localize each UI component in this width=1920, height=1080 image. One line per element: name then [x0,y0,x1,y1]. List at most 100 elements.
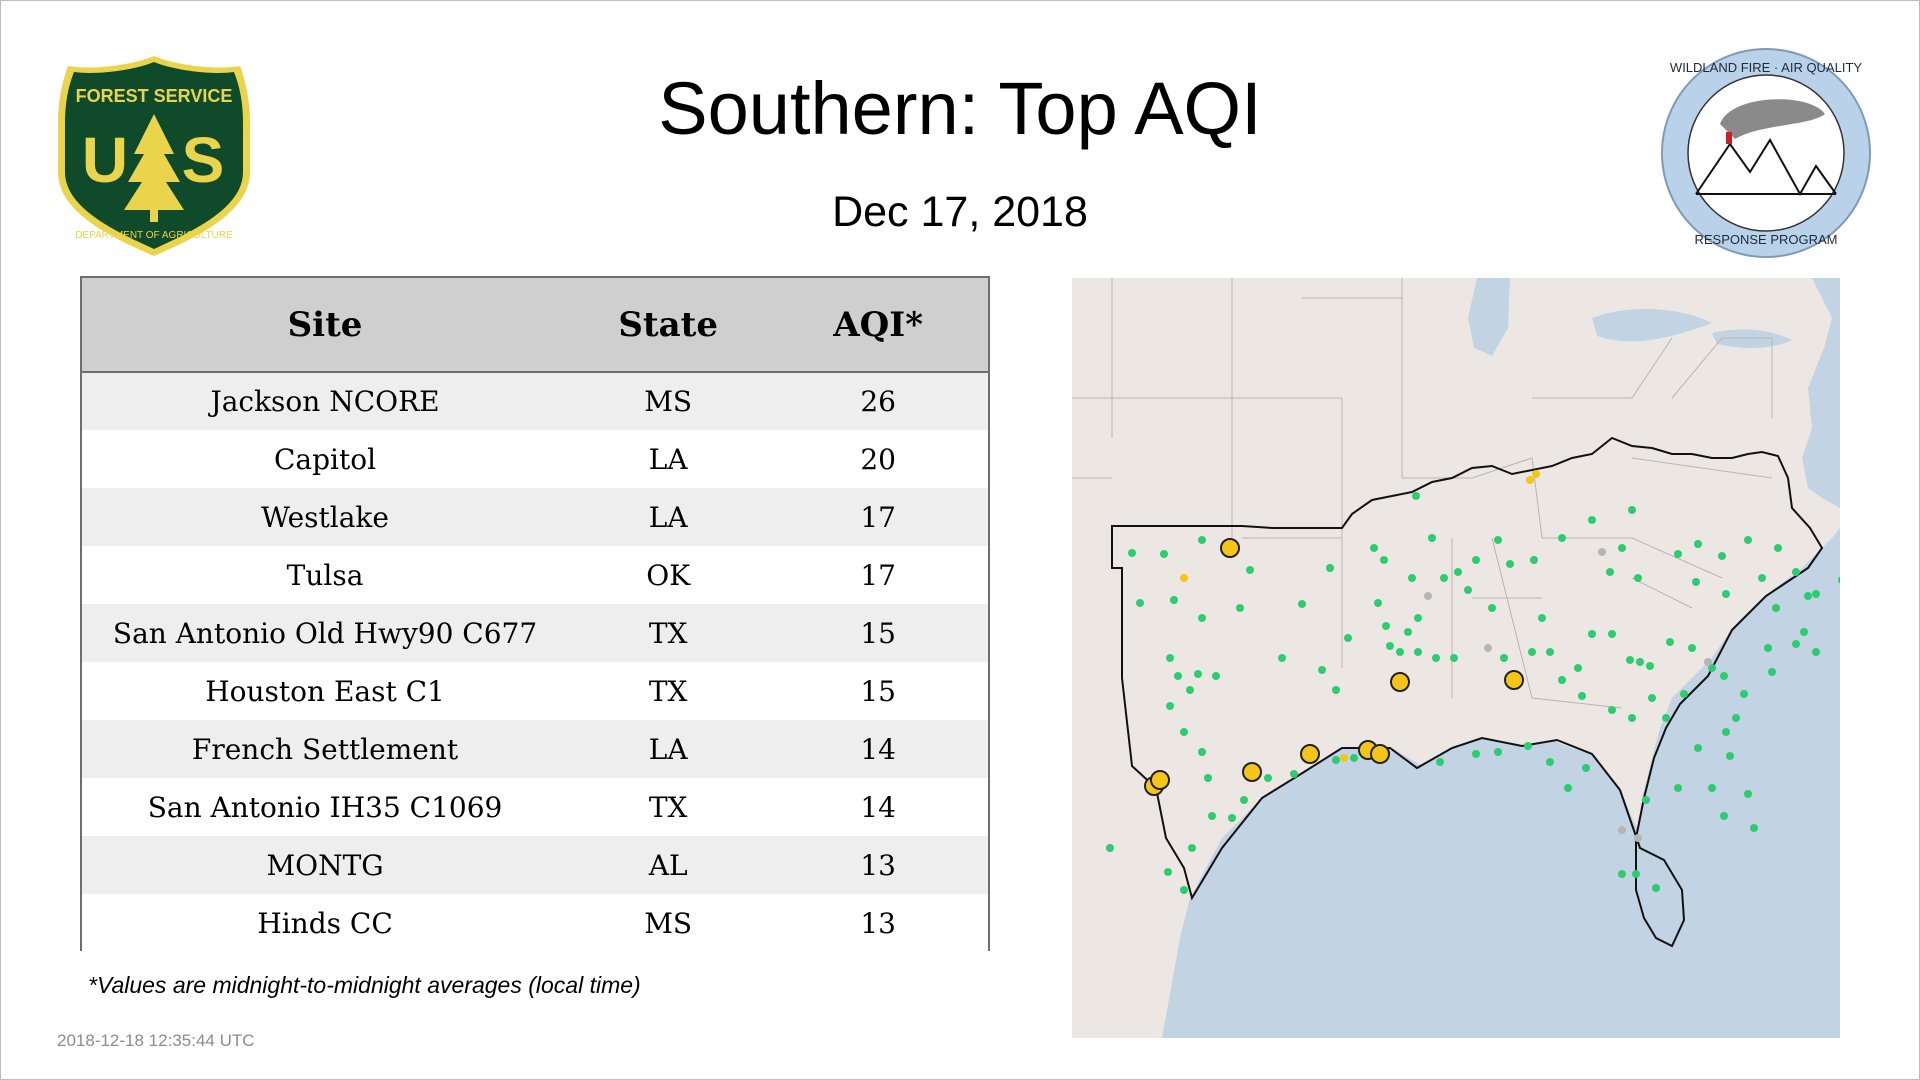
site-marker-moderate [1180,574,1188,582]
aqi-cell: 13 [860,848,896,882]
aqi-cell: 20 [860,442,896,476]
wildland-fire-air-quality-logo: WILDLAND FIRE · AIR QUALITY RESPONSE PRO… [1661,48,1871,258]
site-marker-good [1732,714,1740,722]
aqi-cell: 15 [860,616,896,650]
site-marker-good [1564,784,1572,792]
aqi-cell: 13 [860,906,896,940]
map-sites [1106,470,1840,894]
site-marker-good [1772,604,1780,612]
site-marker-good [1198,536,1206,544]
site-marker-no-data [1634,834,1642,842]
site-marker-good [1530,556,1538,564]
site-marker-good [1774,544,1782,552]
site-marker-good [1370,544,1378,552]
site-marker-good [1472,750,1480,758]
table-row: Westlake LA 17 [82,488,988,546]
site-marker-good [1174,672,1182,680]
site-marker-good [1628,506,1636,514]
site-marker-good [1208,812,1216,820]
site-marker-good [1166,654,1174,662]
site-marker-good [1246,566,1254,574]
top-site-marker [1390,672,1410,692]
site-marker-good [1432,654,1440,662]
report-date: Dec 17, 2018 [832,188,1088,236]
table-header-row: Site State AQI* [82,278,988,373]
site-marker-good [1538,614,1546,622]
site-marker-good [1588,630,1596,638]
site-marker-good [1758,574,1766,582]
column-header-site: Site [82,278,569,373]
southern-region-outline [1111,436,1824,948]
top-site-marker [1242,762,1262,782]
site-marker-good [1374,599,1382,607]
site-marker-good [1440,574,1448,582]
site-marker-good [1350,754,1358,762]
site-marker-good [1726,752,1734,760]
state-borders [1072,278,1773,709]
site-marker-good [1386,642,1394,650]
site-marker-no-data [1598,548,1606,556]
aqi-cell: 15 [860,674,896,708]
site-marker-good [1528,648,1536,656]
site-marker-good [1694,744,1702,752]
site-marker-good [1298,600,1306,608]
table-row: Jackson NCORE MS 26 [82,372,988,430]
site-marker-good [1688,644,1696,652]
state-cell: MS [644,385,693,418]
site-marker-good [1160,550,1168,558]
state-cell: MS [644,906,693,940]
site-marker-good [1198,748,1206,756]
site-marker-good [1648,694,1656,702]
site-marker-good [1136,599,1144,607]
site-marker-good [1634,574,1642,582]
site-marker-good [1642,796,1650,804]
site-marker-good [1326,564,1334,572]
site-marker-good [1708,664,1716,672]
site-marker-good [1236,604,1244,612]
forest-service-logo: FOREST SERVICE U S DEPARTMENT OF AGRICUL… [58,56,250,256]
aqi-cell: 17 [860,558,896,592]
site-marker-good [1764,644,1772,652]
site-marker-good [1692,578,1700,586]
page-title: Southern: Top AQI [658,67,1262,150]
table-row: Capitol LA 20 [82,430,988,488]
site-marker-good [1382,622,1390,630]
site-marker-good [1450,654,1458,662]
site-marker-good [1228,814,1236,822]
site-marker-good [1290,770,1298,778]
site-marker-good [1494,748,1502,756]
state-cell: OK [646,558,691,592]
site-marker-good [1558,676,1566,684]
site-cell: San Antonio Old Hwy90 C677 [112,616,538,650]
site-marker-good [1646,662,1654,670]
site-marker-good [1404,628,1412,636]
site-marker-good [1380,556,1388,564]
footnote: *Values are midnight-to-midnight average… [88,972,641,998]
site-marker-good [1768,668,1776,676]
site-marker-good [1812,648,1820,656]
state-cell: LA [648,500,688,534]
site-marker-good [1414,614,1422,622]
site-marker-good [1608,706,1616,714]
svg-text:RESPONSE PROGRAM: RESPONSE PROGRAM [1694,232,1837,247]
table-row: San Antonio Old Hwy90 C677 TX 15 [82,604,988,662]
site-marker-good [1106,844,1114,852]
site-marker-good [1180,886,1188,894]
site-marker-good [1578,692,1586,700]
site-cell: Houston East C1 [205,674,445,708]
aqi-cell: 26 [860,385,896,418]
site-marker-good [1464,586,1472,594]
aqi-cell: 14 [860,790,896,824]
site-marker-good [1278,654,1286,662]
site-marker-good [1186,686,1194,694]
aqi-cell: 14 [860,732,896,766]
table-row: French Settlement LA 14 [82,720,988,778]
site-marker-good [1506,560,1514,568]
site-marker-good [1804,592,1812,600]
table-row: San Antonio IH35 C1069 TX 14 [82,778,988,836]
site-marker-good [1412,492,1420,500]
column-header-aqi: AQI* [768,278,988,373]
site-marker-good [1744,790,1752,798]
site-marker-good [1720,672,1728,680]
site-cell: Capitol [274,442,377,476]
